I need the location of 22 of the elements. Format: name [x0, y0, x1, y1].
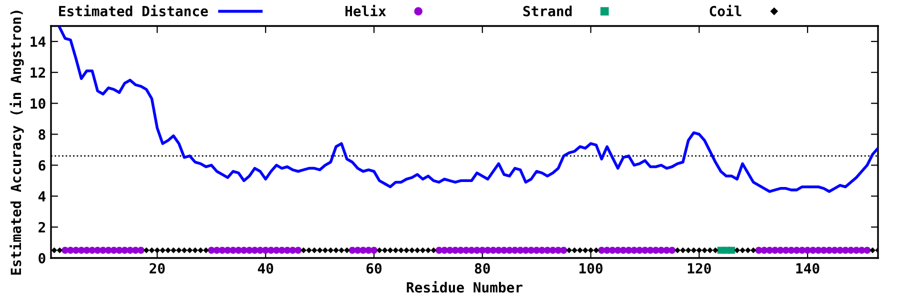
x-tick-label: 100 [580, 263, 602, 274]
y-tick-label: 0 [38, 252, 46, 264]
y-tick-label: 6 [38, 160, 46, 171]
y-tick-label: 4 [38, 191, 46, 202]
x-tick-label: 20 [150, 263, 165, 274]
y-tick-label: 12 [30, 67, 45, 78]
y-tick-label: 2 [38, 222, 45, 232]
y-tick-label: 14 [30, 36, 46, 47]
legend-label: Helix [345, 4, 386, 16]
y-tick-label: 8 [38, 129, 46, 140]
x-tick-label: 40 [258, 263, 274, 274]
x-tick-label: 80 [474, 263, 490, 274]
legend-label: Strand [523, 6, 572, 16]
x-axis-title: Residue Number [406, 281, 522, 293]
y-tick-label: 10 [30, 98, 46, 109]
legend-label: Coil [710, 4, 742, 16]
x-tick-label: 120 [688, 263, 711, 274]
x-tick-label: 140 [796, 263, 820, 274]
y-axis-title: Estimated Accuracy (in Angstron) [10, 10, 24, 275]
x-tick-label: 60 [366, 263, 382, 274]
line-series [58, 26, 878, 193]
legend-label: Estimated Distance [59, 4, 208, 16]
